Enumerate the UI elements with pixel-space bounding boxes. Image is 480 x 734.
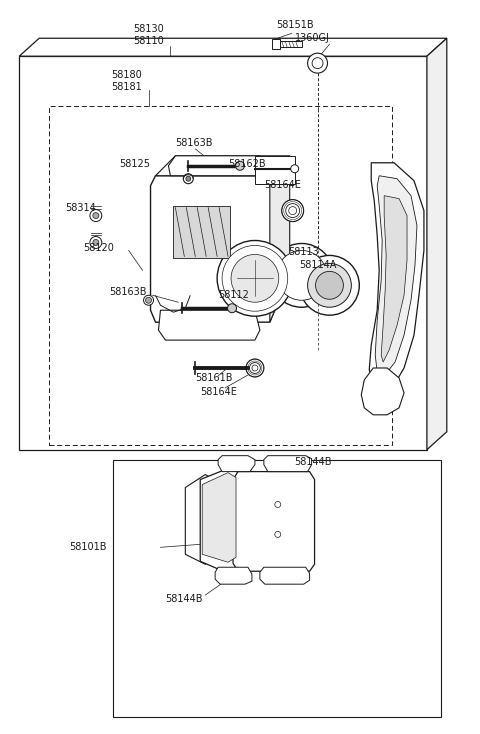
Circle shape: [222, 245, 288, 311]
Text: 58120: 58120: [83, 244, 114, 253]
Polygon shape: [369, 163, 424, 390]
Polygon shape: [215, 567, 252, 584]
Polygon shape: [158, 310, 260, 340]
Circle shape: [246, 359, 264, 377]
Circle shape: [275, 531, 281, 537]
Circle shape: [308, 264, 351, 308]
Circle shape: [236, 161, 244, 170]
Circle shape: [93, 213, 99, 219]
Circle shape: [291, 164, 299, 172]
Circle shape: [145, 297, 152, 303]
Circle shape: [315, 272, 343, 299]
Circle shape: [228, 304, 237, 313]
Text: 58163B: 58163B: [175, 138, 213, 148]
Text: 58113: 58113: [288, 247, 318, 258]
Circle shape: [277, 250, 326, 300]
Circle shape: [93, 239, 99, 245]
Circle shape: [231, 255, 279, 302]
Polygon shape: [151, 175, 275, 322]
Circle shape: [312, 58, 323, 69]
Polygon shape: [19, 38, 447, 57]
Text: 58162B: 58162B: [228, 159, 266, 169]
Text: 58144B: 58144B: [166, 594, 203, 604]
Polygon shape: [381, 196, 407, 362]
Bar: [113, 459, 441, 716]
Circle shape: [252, 365, 258, 371]
Bar: [272, 39, 280, 49]
Text: 58181: 58181: [111, 82, 142, 92]
Polygon shape: [173, 206, 230, 258]
Bar: [49, 106, 392, 445]
Text: 58125: 58125: [119, 159, 150, 169]
Polygon shape: [361, 368, 404, 415]
Polygon shape: [375, 175, 417, 376]
Text: 58110: 58110: [133, 36, 164, 46]
Circle shape: [270, 244, 334, 308]
Polygon shape: [200, 468, 240, 574]
Text: 58180: 58180: [111, 70, 142, 80]
Text: 1360GJ: 1360GJ: [295, 33, 330, 43]
Circle shape: [90, 210, 102, 222]
Text: 58130: 58130: [133, 24, 164, 34]
Polygon shape: [168, 156, 265, 175]
Circle shape: [90, 236, 102, 248]
Polygon shape: [156, 156, 290, 175]
Circle shape: [282, 200, 304, 222]
Text: 58314: 58314: [65, 203, 96, 213]
Polygon shape: [185, 475, 215, 564]
Text: 58163B: 58163B: [109, 287, 146, 297]
Text: 58101B: 58101B: [69, 542, 107, 552]
Bar: [19, 57, 427, 450]
Circle shape: [250, 363, 260, 374]
Text: 58112: 58112: [218, 290, 249, 300]
Text: 58114A: 58114A: [300, 261, 337, 270]
Circle shape: [275, 501, 281, 507]
Polygon shape: [260, 567, 310, 584]
Circle shape: [288, 206, 297, 214]
Bar: [280, 41, 301, 47]
Bar: [255, 156, 295, 184]
Polygon shape: [202, 473, 236, 562]
Polygon shape: [218, 456, 255, 472]
Text: 58161B: 58161B: [195, 373, 233, 383]
Polygon shape: [264, 456, 312, 472]
Text: 58144B: 58144B: [295, 457, 332, 467]
Circle shape: [144, 295, 154, 305]
Polygon shape: [270, 156, 290, 322]
Circle shape: [300, 255, 360, 315]
Text: 58164E: 58164E: [200, 387, 237, 397]
Polygon shape: [427, 38, 447, 450]
Text: 58151B: 58151B: [276, 21, 313, 30]
Circle shape: [286, 203, 300, 217]
Circle shape: [308, 53, 327, 73]
Text: 58164E: 58164E: [264, 180, 301, 189]
Circle shape: [186, 176, 191, 181]
Circle shape: [183, 174, 193, 184]
Polygon shape: [233, 472, 314, 571]
Circle shape: [217, 241, 293, 316]
